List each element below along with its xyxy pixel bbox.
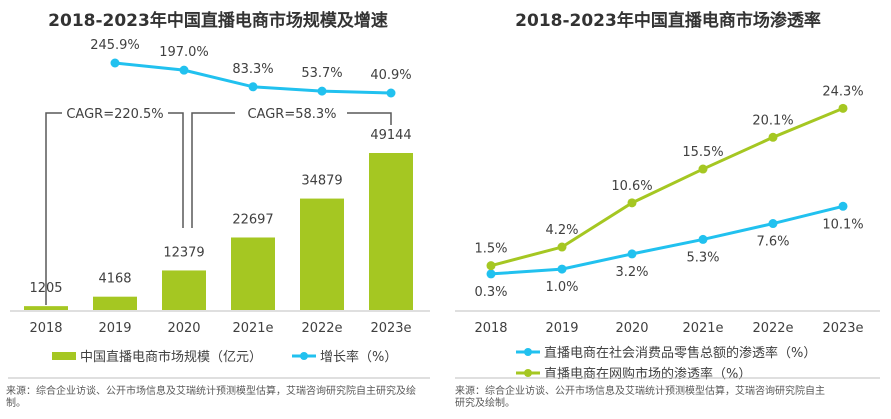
bar-label: 49144 xyxy=(370,128,411,143)
data-point xyxy=(698,164,708,174)
legend-label: 增长率（%） xyxy=(320,349,397,365)
x-tick-label: 2018 xyxy=(474,321,507,336)
data-label: 10.1% xyxy=(822,217,863,232)
data-point xyxy=(627,198,637,208)
bar-label: 22697 xyxy=(232,212,273,227)
legend-label: 直播电商在社会消费品零售总额的渗透率（%） xyxy=(544,345,816,361)
cagr-bracket xyxy=(191,112,235,228)
series-line xyxy=(490,204,844,276)
growth-point xyxy=(110,58,120,68)
data-label: 20.1% xyxy=(752,113,793,128)
growth-label: 197.0% xyxy=(159,45,209,60)
growth-label: 245.9% xyxy=(90,38,140,53)
data-label: 24.3% xyxy=(822,84,863,99)
growth-point xyxy=(179,65,189,75)
bar xyxy=(300,198,344,310)
data-label: 1.5% xyxy=(474,242,507,257)
bar xyxy=(369,153,413,310)
data-label: 15.5% xyxy=(682,145,723,160)
data-label: 1.0% xyxy=(545,280,578,295)
legend-marker xyxy=(300,352,308,360)
growth-label: 53.7% xyxy=(301,66,342,81)
x-tick-label: 2021e xyxy=(232,321,273,336)
data-label: 0.3% xyxy=(474,285,507,300)
source-left: 来源：综合企业访谈、公开市场信息及艾瑞统计预测模型估算，艾瑞咨询研究院自主研究及… xyxy=(6,386,416,409)
bar xyxy=(162,270,206,310)
data-point xyxy=(698,234,708,244)
x-tick-label: 2020 xyxy=(167,321,200,336)
source-right: 来源：综合企业访谈、公开市场信息及艾瑞统计预测模型估算，艾瑞咨询研究院自主研究及… xyxy=(455,386,825,409)
cagr-label: CAGR=220.5% xyxy=(66,107,163,122)
data-point xyxy=(557,242,567,252)
growth-label: 40.9% xyxy=(370,68,411,83)
cagr-bracket xyxy=(168,112,184,228)
x-tick-label: 2018 xyxy=(29,321,62,336)
bar xyxy=(231,237,275,310)
data-label: 7.6% xyxy=(756,235,789,250)
legend-marker xyxy=(524,369,532,377)
growth-label: 83.3% xyxy=(232,62,273,77)
data-point xyxy=(768,219,778,229)
data-label: 5.3% xyxy=(686,250,719,265)
x-tick-label: 2020 xyxy=(615,321,648,336)
data-label: 10.6% xyxy=(611,179,652,194)
bar xyxy=(24,306,68,310)
bar-label: 4168 xyxy=(98,272,131,287)
legend-label: 直播电商在网购市场的渗透率（%） xyxy=(544,366,751,382)
legend-marker xyxy=(524,348,532,356)
data-point xyxy=(627,249,637,259)
x-tick-label: 2023e xyxy=(822,321,863,336)
bar xyxy=(93,296,137,310)
bar-label: 12379 xyxy=(163,245,204,260)
data-point xyxy=(768,132,778,142)
x-tick-label: 2022e xyxy=(301,321,342,336)
cagr-bracket xyxy=(45,112,62,305)
growth-point xyxy=(248,82,258,92)
data-label: 4.2% xyxy=(545,223,578,238)
x-tick-label: 2023e xyxy=(370,321,411,336)
cagr-label: CAGR=58.3% xyxy=(247,107,336,122)
data-point xyxy=(838,103,848,113)
data-point xyxy=(557,264,567,274)
series-line xyxy=(490,106,844,268)
growth-point xyxy=(386,88,396,98)
chart-title-left: 2018-2023年中国直播电商市场规模及增速 xyxy=(48,10,388,31)
data-point xyxy=(486,269,496,279)
x-tick-label: 2021e xyxy=(682,321,723,336)
data-point xyxy=(486,261,496,271)
legend-label: 中国直播电商市场规模（亿元） xyxy=(80,349,262,365)
data-point xyxy=(838,201,848,211)
chart-title-right: 2018-2023年中国直播电商市场渗透率 xyxy=(515,10,821,31)
bar-label: 34879 xyxy=(301,174,342,189)
data-label: 3.2% xyxy=(615,265,648,280)
cagr-bracket xyxy=(347,112,392,125)
x-tick-label: 2022e xyxy=(752,321,793,336)
growth-point xyxy=(317,86,327,96)
x-tick-label: 2019 xyxy=(545,321,578,336)
legend-swatch xyxy=(52,352,76,360)
x-tick-label: 2019 xyxy=(98,321,131,336)
